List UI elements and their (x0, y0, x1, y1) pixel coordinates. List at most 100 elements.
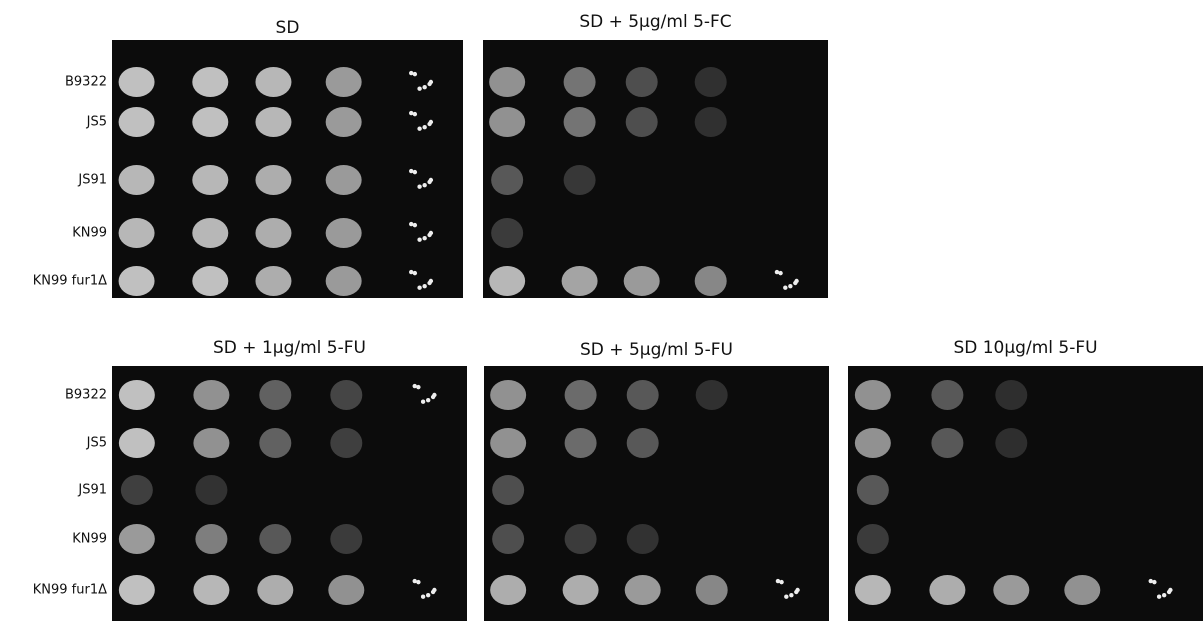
spot (931, 380, 963, 410)
strain-label: JS91 (77, 173, 107, 188)
spot (193, 380, 229, 410)
spot (627, 524, 659, 554)
spot (259, 428, 291, 458)
panel-title: SD (276, 18, 300, 38)
spot (119, 165, 155, 195)
spot (257, 575, 293, 605)
spot (490, 575, 526, 605)
colony (422, 284, 426, 288)
spot (565, 428, 597, 458)
spot (192, 67, 228, 97)
colony (779, 580, 783, 584)
spot (489, 67, 525, 97)
colony (784, 595, 788, 599)
spot (259, 524, 291, 554)
colony (413, 72, 417, 76)
colony (426, 398, 430, 402)
colony (426, 593, 430, 597)
colony (417, 286, 421, 290)
spot (564, 165, 596, 195)
spot (192, 107, 228, 137)
spot (326, 266, 362, 296)
colony (1167, 590, 1171, 594)
spot (326, 107, 362, 137)
spot (565, 524, 597, 554)
figure: SD B9322 JS5 JS91 KN99 KN99 fur1Δ SD + 5μg/ml … (0, 0, 1203, 621)
colony (422, 183, 426, 187)
colony (431, 395, 435, 399)
spot (492, 524, 524, 554)
colony (427, 180, 431, 184)
spot (491, 218, 523, 248)
spot (330, 380, 362, 410)
spot (696, 575, 728, 605)
spot (563, 575, 599, 605)
spot (489, 107, 525, 137)
spot (696, 380, 728, 410)
spot (119, 266, 155, 296)
spot (931, 428, 963, 458)
spot (119, 67, 155, 97)
colony (788, 284, 792, 288)
spot (195, 475, 227, 505)
strain-label: KN99 fur1Δ (33, 274, 107, 289)
spot (119, 575, 155, 605)
spot (627, 380, 659, 410)
spot (855, 428, 891, 458)
panel-title: SD + 1μg/ml 5-FU (213, 338, 366, 358)
spot (565, 380, 597, 410)
colony (413, 112, 417, 116)
panel-title: SD 10μg/ml 5-FU (953, 338, 1097, 358)
spot (857, 475, 889, 505)
colony (427, 122, 431, 126)
spot (695, 107, 727, 137)
colony (417, 238, 421, 242)
spot (695, 266, 727, 296)
spot (929, 575, 965, 605)
spot (192, 266, 228, 296)
colony (417, 127, 421, 131)
colony (789, 593, 793, 597)
colony (417, 87, 421, 91)
spot (855, 575, 891, 605)
spot (193, 428, 229, 458)
spot (564, 107, 596, 137)
spot (119, 428, 155, 458)
colony (413, 223, 417, 227)
panel-title: SD + 5μg/ml 5-FU (580, 340, 733, 360)
spot (626, 67, 658, 97)
colony (778, 271, 782, 275)
spot (192, 165, 228, 195)
spot (330, 428, 362, 458)
spot (490, 380, 526, 410)
strain-label: KN99 (72, 226, 107, 241)
colony (422, 85, 426, 89)
spot (195, 524, 227, 554)
spot (330, 524, 362, 554)
strain-label: B9322 (65, 75, 107, 90)
spot (119, 380, 155, 410)
strain-label: B9322 (65, 388, 107, 403)
strain-label: JS5 (86, 436, 107, 451)
spot (255, 107, 291, 137)
spot (255, 165, 291, 195)
colony (413, 271, 417, 275)
colony (413, 170, 417, 174)
colony (427, 281, 431, 285)
spot (119, 524, 155, 554)
spot (259, 380, 291, 410)
strain-label: KN99 (72, 532, 107, 547)
colony (416, 580, 420, 584)
colony (422, 125, 426, 129)
spot (255, 67, 291, 97)
colony (1162, 593, 1166, 597)
colony (783, 286, 787, 290)
spot (121, 475, 153, 505)
spot (193, 575, 229, 605)
spot (255, 266, 291, 296)
spot (492, 475, 524, 505)
spot (625, 575, 661, 605)
colony (422, 236, 426, 240)
colony (421, 400, 425, 404)
colony (427, 82, 431, 86)
